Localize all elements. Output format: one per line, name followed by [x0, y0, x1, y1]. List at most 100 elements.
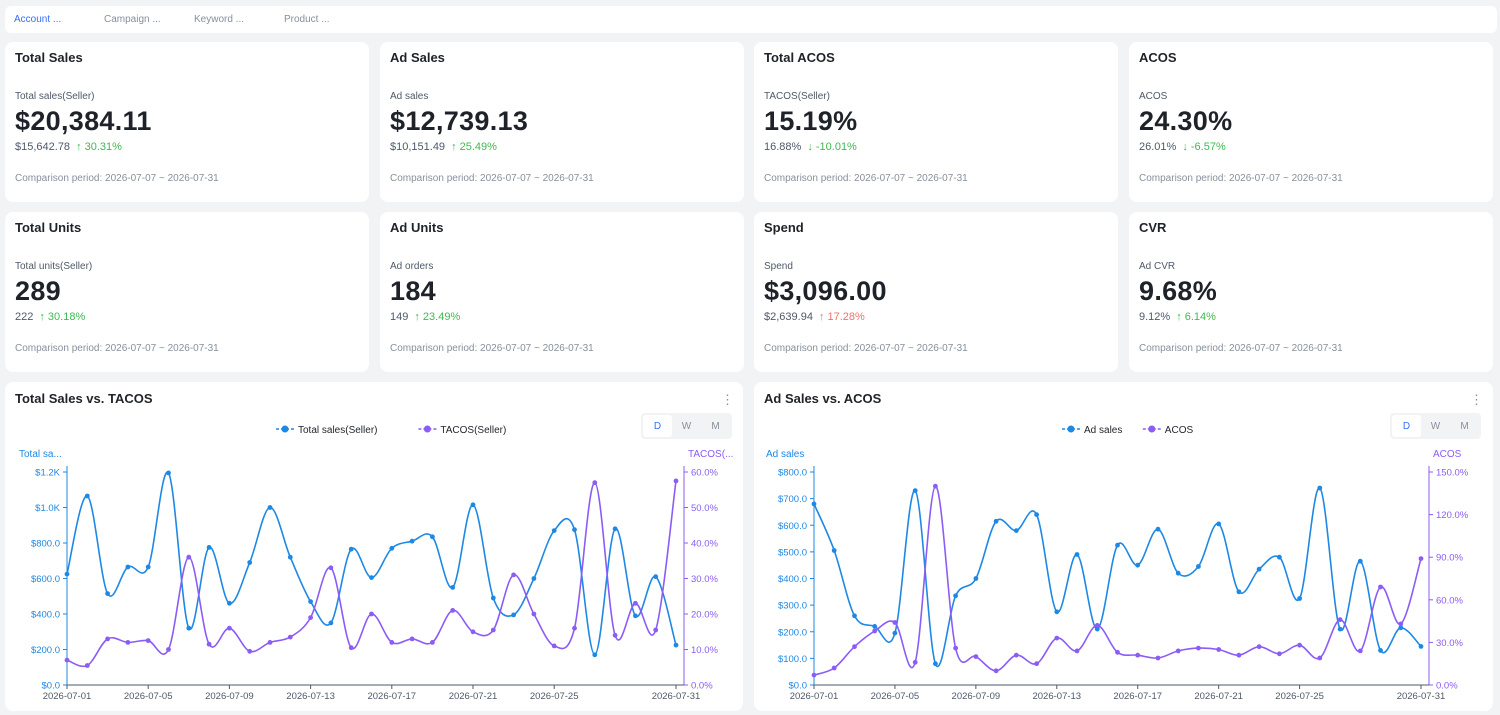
granularity-month-button[interactable]: M: [711, 420, 720, 432]
data-point[interactable]: [287, 634, 293, 640]
data-point[interactable]: [450, 608, 456, 613]
data-point[interactable]: [267, 505, 273, 510]
data-point[interactable]: [1297, 642, 1302, 648]
data-point[interactable]: [592, 480, 598, 486]
data-point[interactable]: [1115, 542, 1120, 548]
data-point[interactable]: [1155, 526, 1161, 532]
data-point[interactable]: [831, 548, 837, 553]
legend-item[interactable]: Total sales(Seller): [276, 425, 377, 436]
data-point[interactable]: [892, 630, 898, 636]
data-point[interactable]: [1216, 647, 1222, 652]
granularity-day-button[interactable]: D: [1392, 415, 1421, 437]
data-point[interactable]: [673, 642, 679, 648]
data-point[interactable]: [933, 661, 938, 667]
data-point[interactable]: [430, 534, 435, 540]
data-point[interactable]: [206, 641, 212, 647]
data-point[interactable]: [531, 611, 537, 617]
data-point[interactable]: [1034, 512, 1039, 517]
data-point[interactable]: [953, 645, 958, 651]
data-point[interactable]: [206, 545, 212, 550]
data-point[interactable]: [973, 654, 979, 659]
data-point[interactable]: [852, 644, 857, 650]
data-point[interactable]: [1175, 648, 1181, 654]
data-point[interactable]: [1378, 584, 1383, 590]
data-point[interactable]: [973, 576, 979, 581]
data-point[interactable]: [430, 640, 435, 645]
data-point[interactable]: [166, 647, 171, 652]
data-point[interactable]: [872, 624, 878, 629]
data-point[interactable]: [1357, 648, 1363, 654]
data-point[interactable]: [912, 488, 918, 493]
granularity-day-button[interactable]: D: [643, 415, 672, 437]
data-point[interactable]: [247, 560, 253, 565]
data-point[interactable]: [64, 657, 70, 663]
data-point[interactable]: [1317, 655, 1323, 661]
data-point[interactable]: [831, 665, 837, 671]
data-point[interactable]: [1277, 651, 1282, 657]
data-point[interactable]: [450, 585, 456, 590]
data-point[interactable]: [247, 648, 253, 654]
data-point[interactable]: [1054, 609, 1060, 615]
data-point[interactable]: [84, 493, 90, 499]
tab-keyword[interactable]: Keyword ...: [194, 14, 245, 25]
data-point[interactable]: [1013, 652, 1019, 658]
granularity-week-button[interactable]: W: [681, 420, 692, 432]
data-point[interactable]: [490, 627, 496, 633]
data-point[interactable]: [308, 599, 313, 604]
data-point[interactable]: [1418, 556, 1424, 561]
data-point[interactable]: [186, 625, 192, 631]
data-point[interactable]: [409, 538, 415, 544]
legend-item[interactable]: ACOS: [1142, 425, 1194, 436]
data-point[interactable]: [531, 576, 537, 581]
data-point[interactable]: [1337, 617, 1343, 623]
data-point[interactable]: [1256, 566, 1262, 572]
data-point[interactable]: [308, 615, 313, 620]
tab-product[interactable]: Product ...: [284, 14, 330, 25]
legend-item[interactable]: Ad sales: [1062, 425, 1122, 436]
data-point[interactable]: [592, 652, 598, 658]
data-point[interactable]: [369, 575, 374, 580]
data-point[interactable]: [1398, 621, 1404, 627]
data-point[interactable]: [551, 528, 557, 533]
data-point[interactable]: [1378, 648, 1383, 653]
data-point[interactable]: [1256, 644, 1262, 650]
data-point[interactable]: [1175, 570, 1181, 576]
granularity-week-button[interactable]: W: [1430, 420, 1441, 432]
data-point[interactable]: [933, 483, 938, 489]
data-point[interactable]: [64, 571, 70, 577]
more-options-icon[interactable]: ⋮: [721, 392, 734, 407]
data-point[interactable]: [166, 470, 171, 476]
data-point[interactable]: [811, 501, 817, 507]
data-point[interactable]: [993, 518, 999, 524]
data-point[interactable]: [348, 546, 354, 552]
data-point[interactable]: [612, 526, 618, 532]
data-point[interactable]: [470, 502, 476, 508]
data-point[interactable]: [125, 564, 131, 570]
data-point[interactable]: [1398, 625, 1404, 631]
data-point[interactable]: [409, 636, 415, 642]
data-point[interactable]: [852, 613, 857, 619]
data-point[interactable]: [105, 591, 110, 596]
data-point[interactable]: [470, 629, 476, 635]
data-point[interactable]: [993, 668, 999, 674]
data-point[interactable]: [1337, 626, 1343, 632]
data-point[interactable]: [1357, 558, 1363, 564]
data-point[interactable]: [328, 565, 334, 571]
data-point[interactable]: [1034, 661, 1039, 667]
data-point[interactable]: [1013, 528, 1019, 533]
data-point[interactable]: [1135, 562, 1141, 568]
data-point[interactable]: [811, 672, 817, 678]
data-point[interactable]: [653, 574, 659, 580]
data-point[interactable]: [1074, 648, 1080, 654]
data-point[interactable]: [1115, 649, 1120, 655]
data-point[interactable]: [145, 638, 151, 643]
tab-account[interactable]: Account ...: [14, 14, 62, 25]
data-point[interactable]: [348, 645, 354, 651]
data-point[interactable]: [267, 640, 273, 645]
data-point[interactable]: [511, 572, 516, 578]
data-point[interactable]: [1196, 564, 1201, 569]
data-point[interactable]: [1094, 623, 1100, 628]
data-point[interactable]: [653, 627, 659, 633]
data-point[interactable]: [287, 554, 293, 560]
data-point[interactable]: [1317, 485, 1323, 491]
